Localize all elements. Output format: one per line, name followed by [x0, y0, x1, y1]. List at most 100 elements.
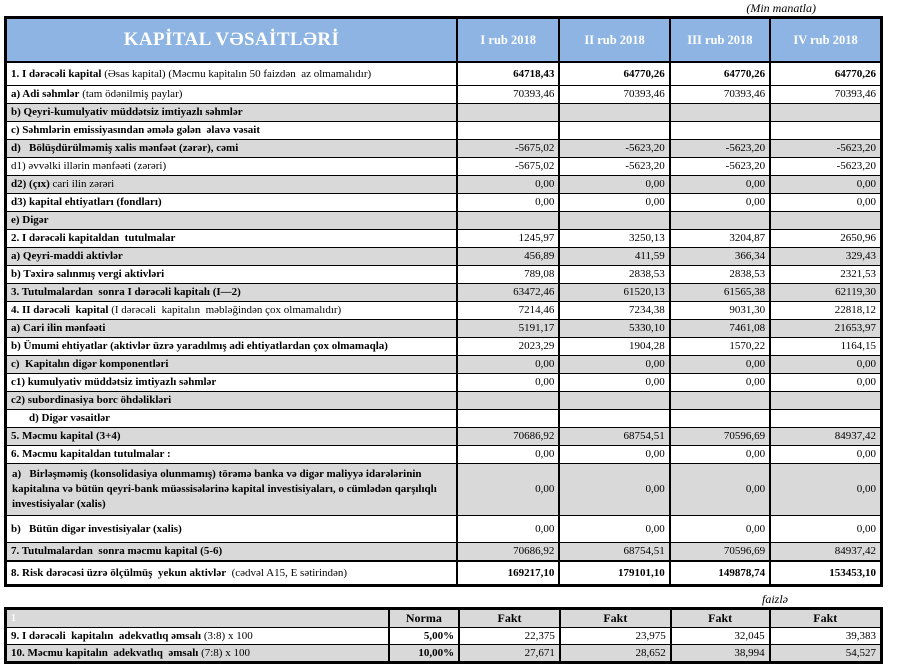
value-cell-q4	[769, 211, 883, 230]
value-cell-q1: 0,00	[456, 463, 560, 516]
value-cell-q2: -5623,20	[558, 157, 671, 176]
value-cell-q1: 0,00	[456, 193, 560, 212]
value-cell-q3: 0,00	[668, 463, 771, 516]
value-cell-q4	[769, 103, 883, 122]
value-cell-q3	[668, 409, 771, 428]
value-cell-q3: 2838,53	[668, 265, 771, 284]
value-cell-q3	[668, 391, 771, 410]
row-label: 10. Məcmu kapitalın adekvatlıq əmsalı (7…	[5, 644, 390, 663]
table-row: c) Kapitalın digər komponentləri 0,00 0,00…	[5, 355, 883, 374]
table-row: d) Bölüşdürülməmiş xalis mənfəət (zərər)…	[5, 139, 883, 158]
value-cell-q4: 0,00	[769, 175, 883, 194]
value-cell-q1: 0,00	[456, 515, 560, 543]
value-cell-q3: 9031,30	[668, 301, 771, 320]
row-label: b) Qeyri-kumulyativ müddətsiz imtiyazlı …	[5, 103, 458, 122]
value-cell-q3	[668, 103, 771, 122]
norma-value: 5,00%	[387, 627, 460, 645]
value-cell-q2: 0,00	[558, 373, 671, 392]
value-cell-q3: 61565,38	[668, 283, 771, 302]
value-cell-q3: 0,00	[668, 193, 771, 212]
value-cell-q4: 2321,53	[769, 265, 883, 284]
row-label: 2. I dərəcəli kapitaldan tutulmalar	[5, 229, 458, 248]
value-cell-q3: 32,045	[669, 627, 771, 645]
row-label: a) Qeyri-maddi aktivlər	[5, 247, 458, 266]
value-cell-q2: 70393,46	[558, 85, 671, 104]
table-row: 10. Məcmu kapitalın adekvatlıq əmsalı (7…	[5, 644, 882, 663]
column-header-q2: II rub 2018	[558, 16, 671, 63]
table-row: a) Cari ilin mənfəəti 5191,17 5330,10 7461,…	[5, 319, 883, 338]
value-cell-q2: 7234,38	[558, 301, 671, 320]
percent-note: faizlə	[762, 592, 788, 606]
value-cell-q2	[558, 409, 671, 428]
value-cell-q3: -5623,20	[668, 157, 771, 176]
value-cell-q3: 38,994	[669, 644, 771, 663]
row-label: d) Digər vəsaitlər	[5, 409, 458, 428]
value-cell-q4: 62119,30	[769, 283, 883, 302]
row-label: c) Kapitalın digər komponentləri	[5, 355, 458, 374]
row-label: c) Səhmlərin emissiyasından əmələ gələn …	[5, 121, 458, 140]
value-cell-q3	[668, 211, 771, 230]
table-row: 5. Məcmu kapital (3+4) 70686,92 68754,51 70…	[5, 427, 883, 446]
row-label: d3) kapital ehtiyatları (fondları)	[5, 193, 458, 212]
ratio-corner-cell: 1	[5, 608, 390, 628]
value-cell-q2: 68754,51	[558, 427, 671, 446]
table-row: 2. I dərəcəli kapitaldan tutulmalar 1245,…	[5, 229, 883, 248]
value-cell-q1: 789,08	[456, 265, 560, 284]
table-row: 4. II dərəcəli kapital (I dərəcəli kapit…	[5, 301, 883, 320]
table-row: b) Bütün digər investisiyalar (xalis) 0,0…	[5, 515, 883, 543]
value-cell-q3: 70393,46	[668, 85, 771, 104]
value-cell-q3: 0,00	[668, 445, 771, 464]
value-cell-q3: 0,00	[668, 355, 771, 374]
value-cell-q2: 0,00	[558, 175, 671, 194]
value-cell-q3: 149878,74	[668, 560, 771, 586]
value-cell-q4: 153453,10	[769, 560, 883, 586]
value-cell-q1: 169217,10	[456, 560, 560, 586]
units-note: (Min manatla)	[746, 1, 816, 15]
value-cell-q2: 0,00	[558, 193, 671, 212]
value-cell-q4: 22818,12	[769, 301, 883, 320]
table-row: c2) subordinasiya borc öhdəlikləri	[5, 391, 883, 410]
value-cell-q3: 3204,87	[668, 229, 771, 248]
value-cell-q1: 7214,46	[456, 301, 560, 320]
value-cell-q1: -5675,02	[456, 157, 560, 176]
row-label: c1) kumulyativ müddətsiz imtiyazlı səhml…	[5, 373, 458, 392]
column-header-q1: I rub 2018	[456, 16, 561, 63]
value-cell-q3: -5623,20	[668, 139, 771, 158]
row-label: a) Adi səhmlər (tam ödənilmiş paylar)	[5, 85, 458, 104]
value-cell-q3	[668, 121, 771, 140]
column-header-q3: III rub 2018	[668, 16, 772, 63]
value-cell-q2: 23,975	[558, 627, 672, 645]
table-row: d1) əvvəlki illərin mənfəəti (zərəri) -56…	[5, 157, 883, 176]
row-label: 5. Məcmu kapital (3+4)	[5, 427, 458, 446]
value-cell-q4: -5623,20	[769, 157, 883, 176]
value-cell-q4	[769, 391, 883, 410]
value-cell-q4: 70393,46	[769, 85, 883, 104]
row-label: 7. Tutulmalardan sonra məcmu kapital (5-…	[5, 542, 458, 562]
value-cell-q1: 27,671	[458, 644, 561, 663]
value-cell-q2: 2838,53	[558, 265, 671, 284]
value-cell-q4: 84937,42	[769, 427, 883, 446]
capital-report-page: (Min manatla) KAPİTAL VƏSAİTLƏRİ I rub 2…	[4, 1, 883, 664]
value-cell-q3: 7461,08	[668, 319, 771, 338]
value-cell-q2	[558, 391, 671, 410]
value-cell-q2: -5623,20	[558, 139, 671, 158]
row-label: d2) (çıx) cari ilin zərəri	[5, 175, 458, 194]
table-row: a) Birləşməmiş (konsolidasiya olunmamış)…	[5, 463, 883, 516]
table-row: b) Ümumi ehtiyatlar (aktivlər üzrə yarad…	[5, 337, 883, 356]
value-cell-q4: 0,00	[769, 445, 883, 464]
column-header-fakt-q1: Fakt	[458, 608, 561, 628]
value-cell-q4: 0,00	[769, 463, 883, 516]
value-cell-q3: 64770,26	[668, 61, 771, 86]
value-cell-q2	[558, 211, 671, 230]
value-cell-q1	[456, 121, 560, 140]
value-cell-q4: 0,00	[769, 373, 883, 392]
value-cell-q1: 0,00	[456, 445, 560, 464]
value-cell-q1: 5191,17	[456, 319, 560, 338]
value-cell-q3: 70596,69	[668, 427, 771, 446]
row-label: c2) subordinasiya borc öhdəlikləri	[5, 391, 458, 410]
capital-table-title: KAPİTAL VƏSAİTLƏRİ	[4, 16, 459, 63]
value-cell-q2: 411,59	[558, 247, 671, 266]
row-label: d1) əvvəlki illərin mənfəəti (zərəri)	[5, 157, 458, 176]
row-label: e) Digər	[5, 211, 458, 230]
value-cell-q2: 61520,13	[558, 283, 671, 302]
